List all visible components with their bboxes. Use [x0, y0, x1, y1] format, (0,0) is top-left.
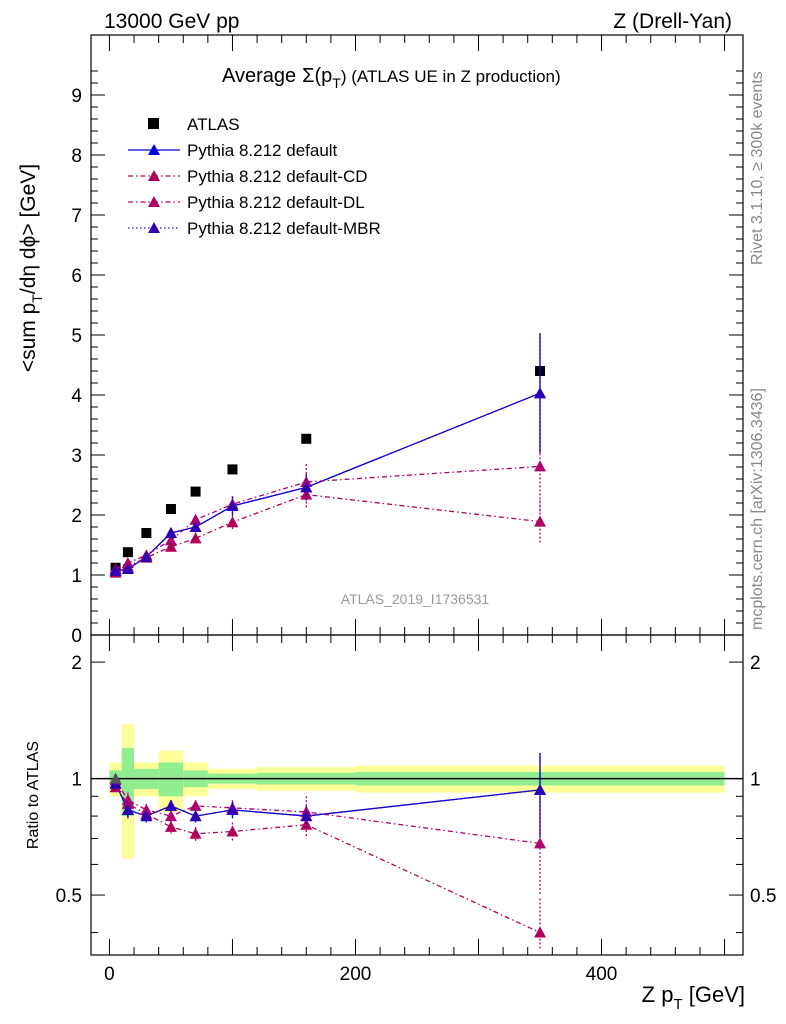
ratio-data-point — [164, 810, 177, 822]
main-y-tick-label: 5 — [71, 326, 82, 347]
ratio-axis-ticks: 0.5 0.5 1 1 2 2 0 200 400 — [56, 635, 776, 985]
ratio-data-point — [226, 825, 239, 837]
x-axis-label: Z pT [GeV] — [642, 982, 745, 1013]
ratio-data-point — [164, 820, 177, 832]
ratio-data-point — [300, 810, 313, 822]
mc-data-point — [300, 488, 313, 500]
ratio-data-point — [534, 837, 547, 849]
mc-data-point — [121, 563, 134, 574]
mc-data-point — [121, 557, 134, 568]
atlas-data-point — [190, 486, 201, 497]
mc-series-line — [115, 493, 541, 574]
ratio-panel-frame — [90, 634, 744, 956]
legend-marker — [148, 144, 160, 155]
ratio-y-tick-label: 2 — [71, 653, 82, 674]
ratio-data-point — [164, 799, 177, 811]
mc-data-point — [300, 481, 313, 493]
legend-label: Pythia 8.212 default-MBR — [187, 219, 381, 238]
mc-data-point — [226, 516, 239, 528]
mc-data-point — [164, 527, 177, 538]
mc-data-point — [534, 387, 547, 399]
main-series-layer — [109, 333, 547, 578]
ratio-y-tick-label-right: 0.5 — [750, 886, 776, 907]
ratio-data-point — [121, 803, 134, 815]
ratio-data-point — [226, 803, 239, 815]
mc-data-point — [189, 532, 202, 544]
ratio-uncertainty-bands — [91, 724, 743, 859]
ratio-series-layer — [109, 752, 547, 951]
main-y-tick-label: 7 — [71, 206, 82, 227]
legend-label: Pythia 8.212 default-CD — [187, 167, 368, 186]
legend-label: ATLAS — [187, 115, 240, 134]
atlas-data-point — [301, 433, 312, 444]
main-y-tick-label: 2 — [71, 506, 82, 527]
atlas-data-point — [165, 504, 176, 514]
mc-data-point — [109, 564, 122, 576]
ratio-y-axis-label: Ratio to ATLAS — [25, 741, 42, 849]
mc-series-line — [115, 392, 541, 572]
mc-data-point — [189, 513, 202, 525]
main-y-tick-label: 9 — [71, 86, 82, 107]
ratio-y-tick-label: 0.5 — [56, 886, 82, 907]
legend-label: Pythia 8.212 default — [187, 141, 338, 160]
mc-data-point — [140, 551, 153, 562]
ratio-data-point — [300, 818, 313, 830]
ratio-data-point — [140, 803, 153, 815]
ratio-data-point — [534, 926, 547, 938]
rivet-version-label: Rivet 3.1.10, ≥ 300k events — [749, 71, 766, 265]
x-tick-label: 400 — [586, 964, 618, 985]
atlas-data-point — [227, 464, 238, 475]
ratio-y-tick-label: 1 — [71, 770, 82, 791]
x-tick-label: 200 — [340, 964, 372, 985]
legend-marker — [148, 196, 160, 207]
header-left: 13000 GeV pp — [104, 10, 239, 33]
mc-data-point — [226, 500, 239, 511]
main-y-tick-label: 0 — [71, 626, 82, 647]
legend-atlas-marker — [148, 118, 159, 129]
legend-marker — [148, 170, 160, 181]
ratio-data-point — [534, 783, 547, 795]
main-y-tick-label: 3 — [71, 446, 82, 467]
green-band — [158, 762, 184, 797]
main-axis-ticks: 0 1 2 3 4 5 6 7 8 9 — [71, 35, 743, 647]
legend-label: Pythia 8.212 default-DL — [187, 193, 365, 212]
main-y-tick-label: 4 — [71, 386, 82, 407]
chart-title: Average Σ(pT) (ATLAS UE in Z production) — [222, 65, 561, 91]
ratio-atlas-point — [109, 772, 122, 784]
ratio-data-point — [189, 827, 202, 839]
x-tick-label: 0 — [104, 964, 115, 985]
ratio-y-tick-label-right: 1 — [750, 770, 761, 791]
mc-data-point — [534, 460, 547, 472]
mc-data-point — [189, 521, 202, 532]
mc-data-point — [534, 515, 547, 527]
main-y-tick-label: 8 — [71, 146, 82, 167]
mcplots-label: mcplots.cern.ch [arXiv:1306.3436] — [749, 388, 766, 630]
legend-marker — [148, 222, 160, 233]
ratio-data-point — [189, 799, 202, 811]
mc-series-line — [115, 392, 541, 572]
legend: ATLAS Pythia 8.212 default Pythia 8.212 de… — [128, 115, 381, 238]
ratio-y-tick-label-right: 2 — [750, 653, 761, 674]
main-y-tick-label: 6 — [71, 266, 82, 287]
ratio-data-point — [140, 810, 153, 822]
main-y-axis-label: <sum pT/dη dϕ> [GeV] — [17, 164, 45, 372]
main-y-tick-label: 1 — [71, 566, 82, 587]
atlas-data-point — [122, 547, 133, 558]
mc-data-point — [164, 534, 177, 546]
mc-series-line — [115, 465, 541, 570]
atlas-data-point — [141, 528, 152, 538]
analysis-watermark: ATLAS_2019_I1736531 — [341, 591, 490, 607]
header-right: Z (Drell-Yan) — [613, 10, 732, 33]
mc-data-point — [164, 540, 177, 552]
ratio-data-point — [189, 810, 202, 822]
